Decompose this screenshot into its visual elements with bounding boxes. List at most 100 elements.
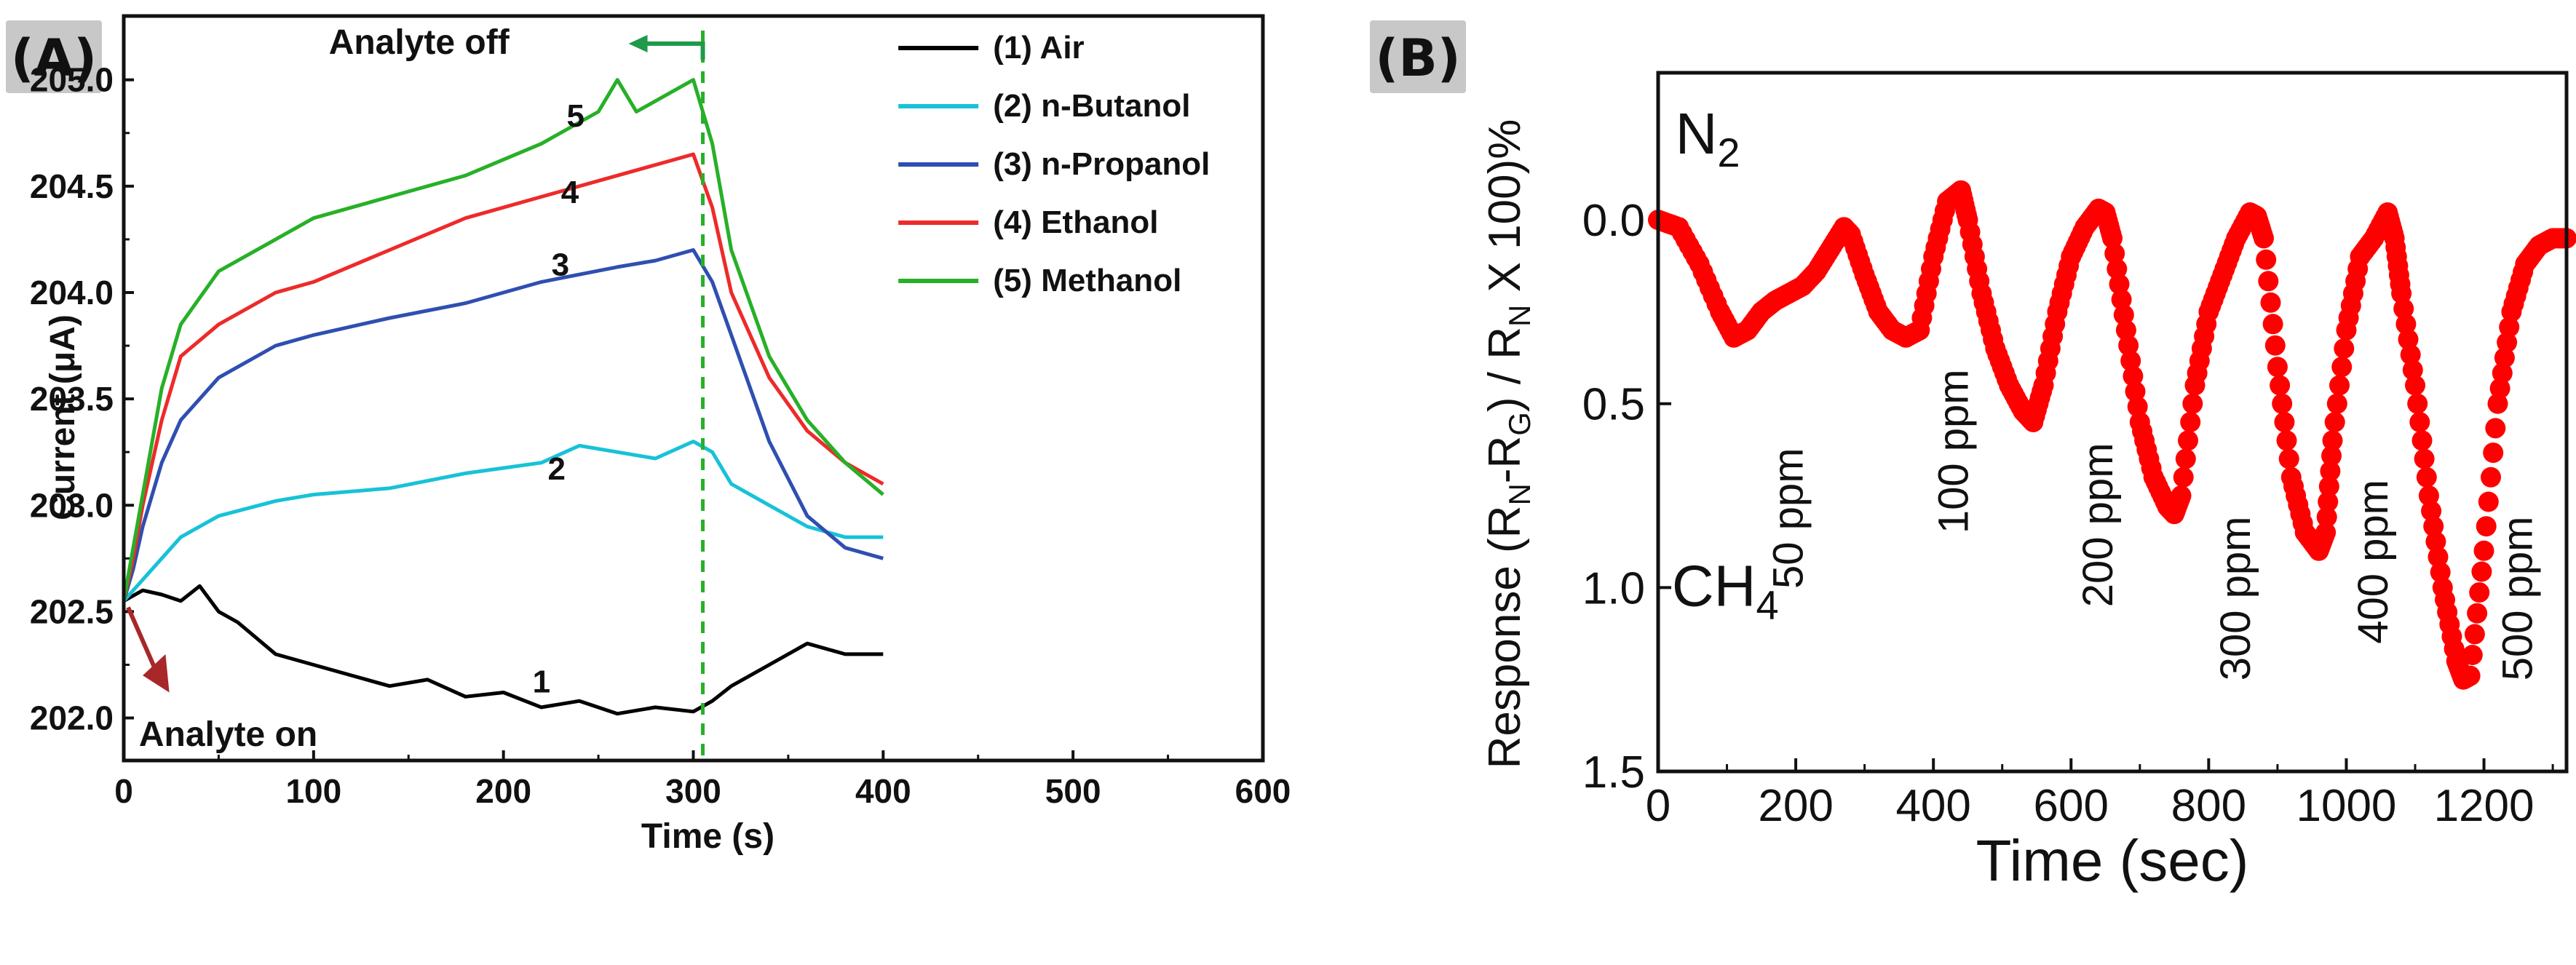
series-line-1 (122, 584, 884, 716)
data-point (2107, 258, 2128, 279)
data-point (2430, 562, 2451, 583)
data-point (2127, 396, 2148, 417)
chart-a-x-tick-label: 400 (855, 772, 911, 810)
data-point (2395, 314, 2417, 335)
chart-a-y-tick-label: 204.0 (30, 274, 114, 311)
data-point (2499, 317, 2520, 338)
data-point (2476, 516, 2497, 537)
data-point (2272, 393, 2293, 414)
gas-label-ch4: CH4 (1672, 554, 1779, 628)
data-point (2316, 507, 2337, 528)
data-point (2278, 448, 2299, 469)
legend-label-4: (4) Ethanol (993, 204, 1158, 240)
chart-b-x-tick-label: 1200 (2434, 781, 2535, 831)
data-point (2409, 412, 2430, 432)
data-point (2262, 314, 2283, 335)
chart-a-x-tick-label: 100 (285, 772, 341, 810)
data-point (2274, 412, 2295, 432)
chart-b-points (1648, 180, 2576, 690)
series-number-label-4: 4 (561, 175, 579, 210)
panel-a-badge-bg (6, 20, 102, 93)
legend-label-1: (1) Air (993, 30, 1085, 65)
data-point (2391, 283, 2412, 304)
data-point (2256, 249, 2277, 270)
data-point (2331, 357, 2353, 378)
data-point (2318, 491, 2339, 512)
data-point (2393, 298, 2414, 319)
panel-a-badge: (A) (6, 20, 102, 93)
ylabel-sub-2: G (1502, 412, 1537, 436)
chart-a-y-tick-label: 202.5 (30, 592, 114, 630)
chart-b-y-tick-label: 0.5 (1582, 380, 1645, 430)
legend-label-3: (3) n-Propanol (993, 146, 1210, 182)
data-point (2254, 228, 2274, 249)
chart-b-y-tick-label: 1.5 (1582, 747, 1645, 798)
chart-a-y-tick-label: 203.5 (30, 380, 114, 418)
gas-label-n2-sub: 2 (1717, 130, 1740, 175)
ppm-label-4: 300 ppm (2212, 517, 2259, 681)
chart-a-annotations: Analyte off Analyte on (126, 23, 705, 754)
data-point (2321, 445, 2342, 466)
ppm-label-6: 500 ppm (2494, 517, 2542, 681)
data-point (2320, 461, 2341, 482)
ppm-label-5: 400 ppm (2350, 480, 2397, 644)
data-point (2400, 344, 2421, 365)
chart-a: 0 100 200 300 400 500 600 202.0 202.5 203.0 203.5 2… (30, 14, 1291, 856)
legend-label-2: (2) n-Butanol (993, 88, 1190, 124)
data-point (2492, 362, 2513, 384)
data-point (2416, 466, 2437, 488)
data-point (2118, 335, 2139, 356)
data-point (2109, 274, 2130, 295)
chart-a-y-tick-label: 203.0 (30, 486, 114, 524)
data-point (2264, 335, 2286, 356)
chart-b-x-tick-label: 400 (1895, 781, 1970, 831)
chart-b-ppm-labels: 50 ppm 100 ppm 200 ppm 300 ppm 400 ppm 500 pp… (1765, 369, 2542, 680)
data-point (2173, 466, 2194, 488)
data-point (2489, 378, 2510, 399)
data-point (2178, 430, 2198, 451)
chart-b-y-tick-label: 1.0 (1582, 563, 1645, 613)
legend-label-5: (5) Methanol (993, 263, 1181, 298)
ylabel-part-4: X 100)% (1480, 119, 1530, 305)
chart-b-x-tick-label: 0 (1646, 781, 1671, 831)
data-point (2260, 292, 2281, 313)
chart-b-frame (1656, 71, 2569, 774)
chart-a-x-axis-label: Time (s) (641, 817, 774, 856)
chart-a-x-tick-label: 0 (114, 772, 133, 810)
data-point (2469, 582, 2490, 603)
data-point (2334, 338, 2355, 359)
data-point (2258, 271, 2279, 292)
series-line-4 (122, 152, 884, 602)
data-point (2423, 516, 2444, 537)
data-point (2322, 430, 2343, 451)
data-point (2460, 665, 2481, 686)
data-point (2414, 448, 2435, 469)
data-point (2113, 304, 2134, 325)
series-line-5 (122, 78, 884, 602)
gas-label-n2-main: N (1676, 101, 1718, 166)
data-point (2270, 375, 2291, 396)
panel-b-badge: (B) (1370, 20, 1466, 93)
ppm-label-2: 100 ppm (1930, 369, 1977, 533)
data-point (2326, 393, 2347, 414)
chart-a-x-tick-label: 500 (1045, 772, 1101, 810)
gas-label-ch4-sub: 4 (1756, 582, 1778, 628)
data-point (2324, 412, 2345, 432)
chart-a-x-tick-label: 300 (665, 772, 721, 810)
analyte-on-label: Analyte on (139, 715, 317, 754)
chart-a-y-axis-label: Current (μA) (44, 314, 82, 520)
data-point (2483, 442, 2504, 464)
series-number-label-1: 1 (533, 664, 550, 699)
panel-b-label: (B) (1375, 28, 1460, 88)
data-point (2464, 624, 2485, 645)
data-point (2125, 381, 2146, 402)
chart-b-y-axis-label: Response (RN-RG) / RN X 100)% (1480, 119, 1537, 769)
ylabel-sub-3: N (1502, 305, 1537, 327)
chart-a-y-tick-label: 205.0 (30, 61, 114, 99)
data-point (2329, 375, 2350, 396)
data-point (2104, 243, 2125, 264)
ylabel-part-3: ) / R (1480, 327, 1530, 412)
